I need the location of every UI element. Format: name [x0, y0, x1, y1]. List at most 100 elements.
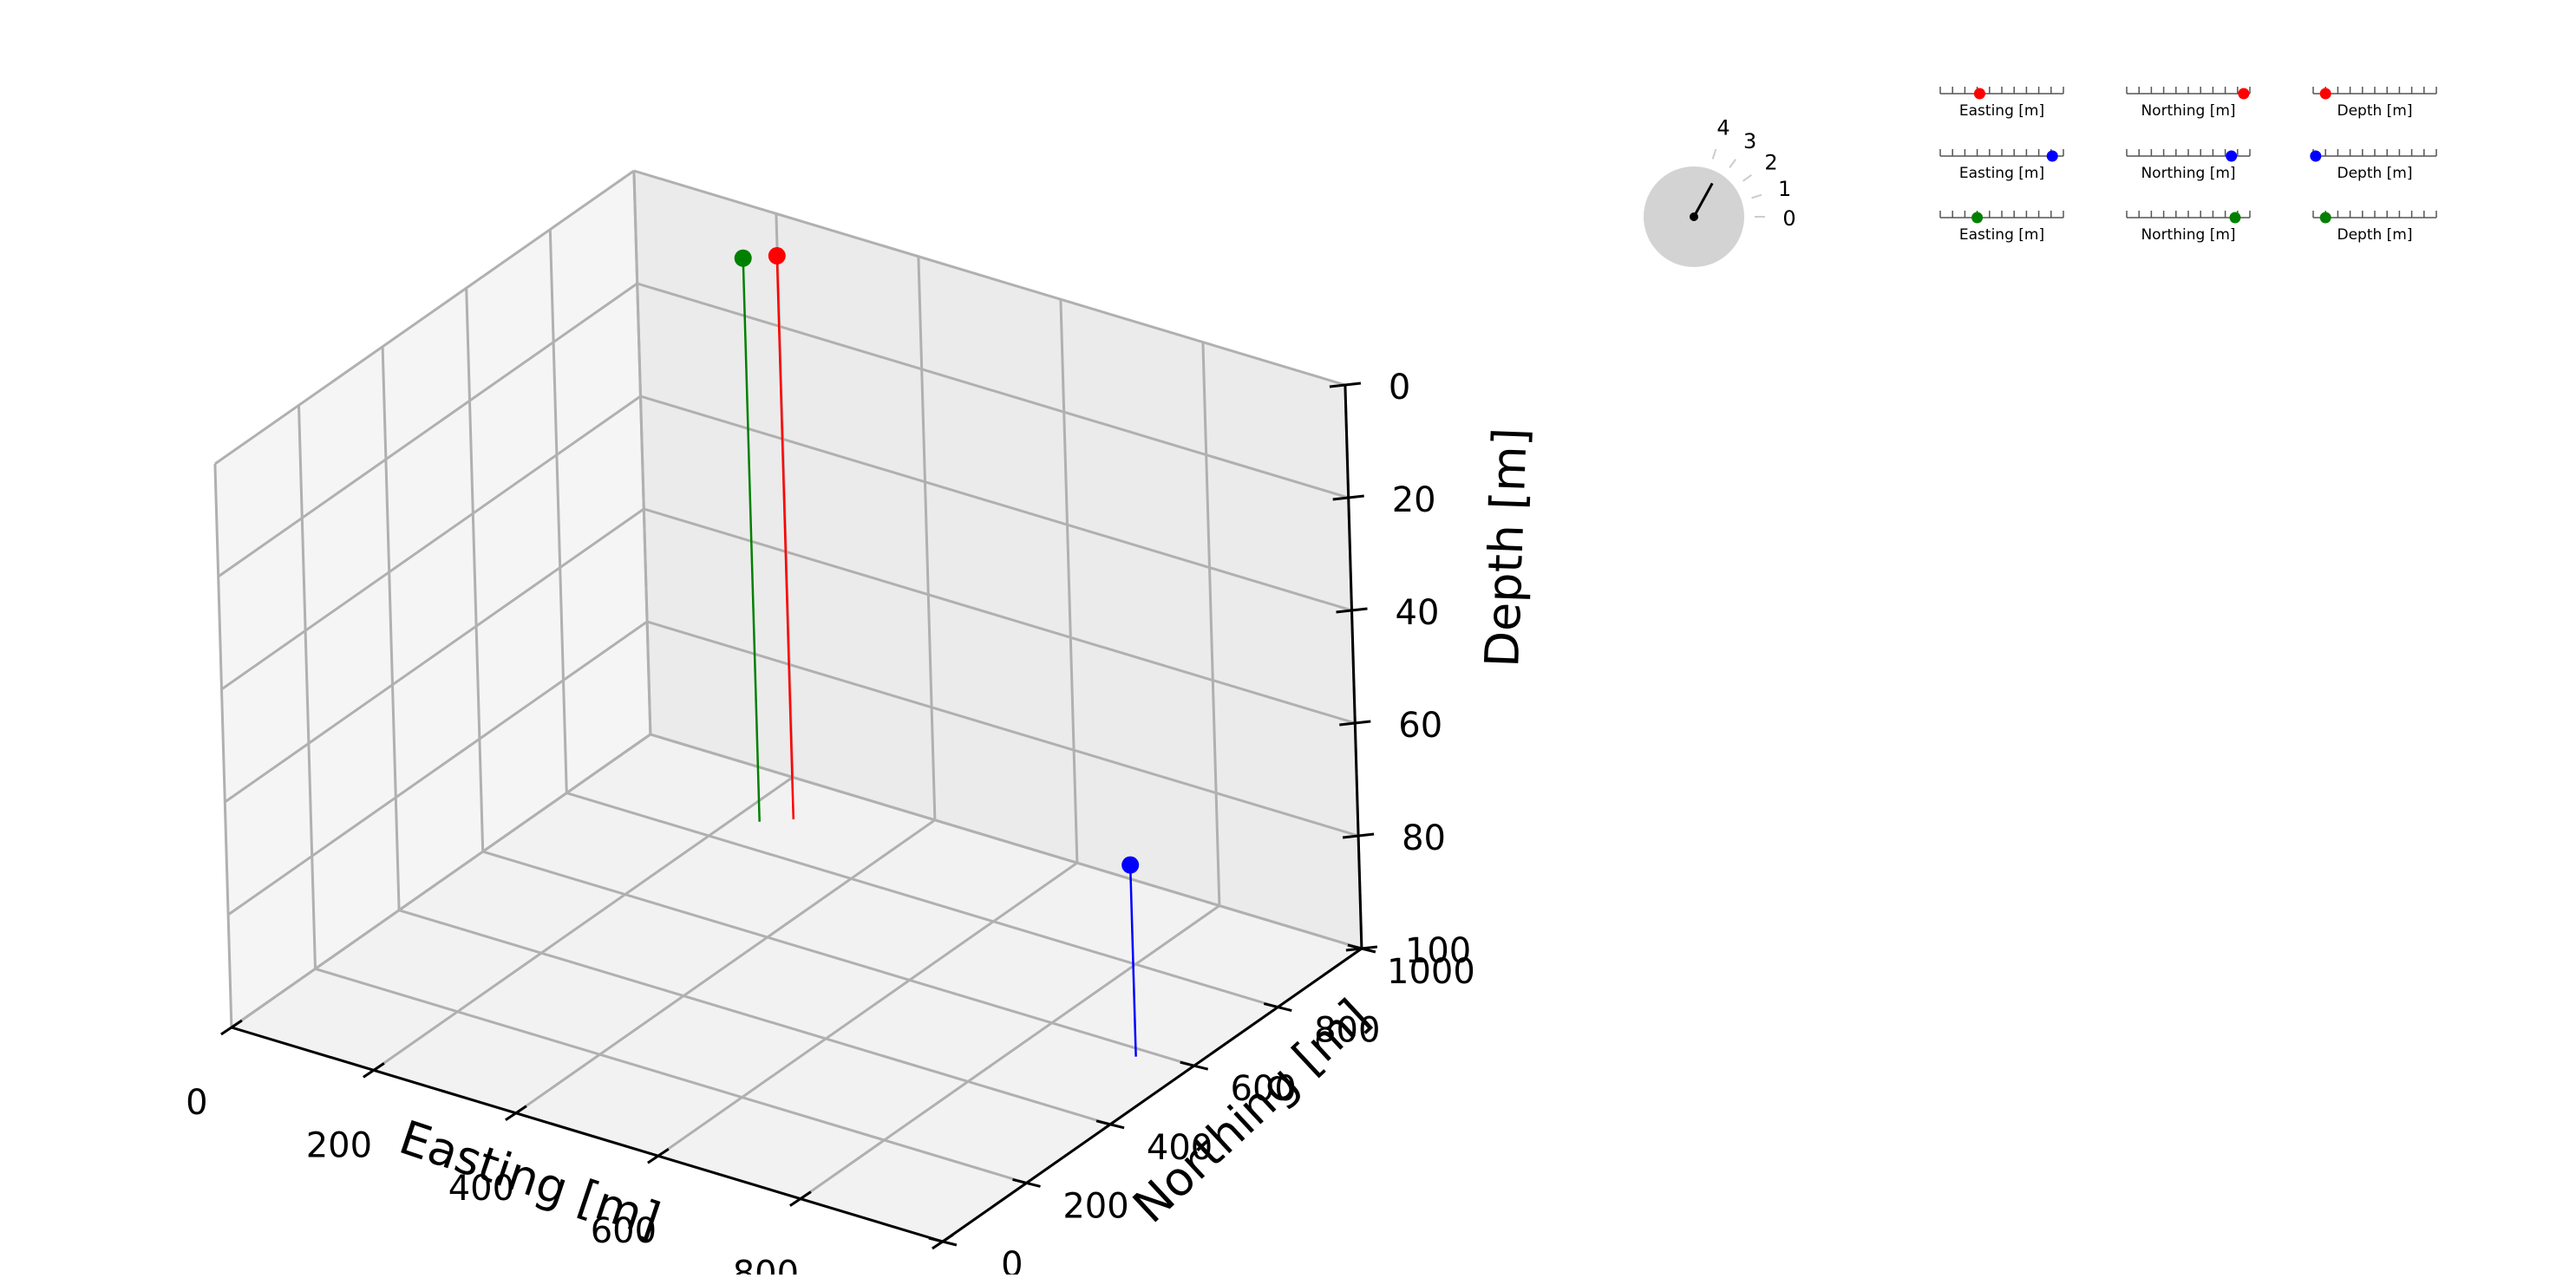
z-axis-line [1344, 384, 1363, 949]
grid-line [800, 904, 1220, 1200]
y-axis-line [942, 947, 1363, 1243]
data-point[interactable] [1121, 856, 1140, 874]
grid-line [566, 792, 1278, 1009]
slider-label: Depth [m] [2337, 102, 2412, 120]
drop-line [742, 258, 761, 822]
slider[interactable]: Depth [m] [2312, 87, 2437, 120]
grid-line [224, 507, 645, 804]
z-tick-label: 60 [1398, 706, 1442, 746]
z-tick [1336, 607, 1368, 614]
z-tick [1345, 945, 1378, 952]
slider-panel: Easting [m] Northing [m] Depth [m] Easting … [1939, 87, 2437, 244]
dial-tick [1742, 173, 1752, 182]
slider-handle[interactable] [2046, 150, 2058, 162]
x-axis-line [231, 1026, 944, 1243]
z-tick-label: 40 [1396, 593, 1440, 633]
dial-tick-label: 0 [1782, 206, 1795, 231]
slider[interactable]: Northing [m] [2126, 211, 2251, 244]
grid-line [315, 967, 1027, 1184]
x-tick-label: 400 [448, 1169, 514, 1209]
z-tick-label: 20 [1392, 480, 1436, 520]
z-tick-label: 80 [1402, 818, 1446, 858]
z-axis-label: Depth [m] [1474, 427, 1538, 668]
grid-line [398, 909, 1111, 1126]
slider-handle[interactable] [2310, 150, 2322, 162]
slider-handle[interactable] [2238, 88, 2250, 100]
y-tick-label: 400 [1147, 1128, 1213, 1168]
grid-line [217, 282, 638, 578]
grid-line [214, 169, 635, 466]
z-tick [1339, 720, 1371, 727]
grid-line [1201, 342, 1221, 906]
z-tick-label: 100 [1405, 931, 1471, 971]
grid-line [373, 776, 794, 1072]
z-tick [1329, 381, 1362, 388]
slider-handle[interactable] [2226, 150, 2238, 162]
drop-line [1128, 864, 1137, 1057]
y-tick-label: 1000 [1387, 952, 1475, 992]
slider[interactable]: Easting [m] [1939, 211, 2064, 244]
grid-line [381, 346, 401, 910]
grid-line [917, 256, 937, 820]
x-tick-label: 600 [591, 1211, 657, 1251]
slider-handle[interactable] [2229, 212, 2241, 224]
slider-label: Depth [m] [2337, 165, 2412, 182]
slider-label: Easting [m] [1959, 165, 2044, 182]
dial-tick-label: 1 [1778, 177, 1791, 201]
grid-line [637, 282, 1350, 499]
x-tick [363, 1062, 385, 1079]
grid-line [633, 169, 1346, 387]
slider-label: Easting [m] [1959, 102, 2044, 120]
drop-line [775, 255, 795, 820]
grid-line [227, 620, 648, 916]
slider-handle[interactable] [1973, 88, 1985, 100]
grid-line [632, 170, 652, 735]
grid-line [640, 394, 1352, 612]
grid-line [643, 507, 1356, 725]
data-point[interactable] [768, 247, 786, 265]
data-point[interactable] [734, 249, 752, 267]
y-tick [1012, 1177, 1041, 1188]
dial-tick-label: 3 [1743, 129, 1756, 153]
grid-line [220, 394, 642, 691]
grid-line [515, 818, 936, 1115]
y-tick [1180, 1060, 1209, 1071]
x-tick [647, 1147, 670, 1164]
slider[interactable]: Northing [m] [2126, 87, 2251, 120]
grid-line [548, 229, 568, 793]
z-tick [1342, 832, 1375, 839]
slider[interactable]: Depth [m] [2312, 211, 2437, 244]
slider[interactable]: Easting [m] [1939, 149, 2064, 182]
grid-line [650, 733, 1363, 950]
x-tick-label: 0 [186, 1083, 207, 1123]
slider[interactable]: Depth [m] [2310, 149, 2437, 182]
dial-pointer[interactable] [1692, 182, 1714, 218]
grid-lines [213, 169, 1363, 1243]
slider-label: Northing [m] [2141, 165, 2235, 182]
x-tick [789, 1190, 812, 1207]
slider-label: Easting [m] [1959, 226, 2044, 244]
x-tick [220, 1019, 243, 1036]
y-tick [1095, 1119, 1125, 1130]
x-tick [505, 1105, 527, 1122]
slider-handle[interactable] [2319, 88, 2331, 100]
slider[interactable]: Northing [m] [2126, 149, 2251, 182]
slider-handle[interactable] [1971, 212, 1984, 224]
slider[interactable]: Easting [m] [1939, 87, 2064, 120]
dial-tick-label: 2 [1764, 150, 1777, 174]
z-tick-label: 0 [1389, 368, 1410, 408]
dial-tick [1711, 148, 1717, 160]
grid-line [1059, 299, 1079, 864]
slider-handle[interactable] [2319, 212, 2331, 224]
data-marks [734, 247, 1140, 1057]
y-tick [928, 1236, 958, 1247]
dial-tick [1751, 193, 1762, 199]
x-tick-label: 200 [306, 1125, 372, 1165]
axis-panes [214, 170, 1363, 1242]
grid-line [657, 861, 1078, 1157]
slider-label: Northing [m] [2141, 102, 2235, 120]
axis-lines [231, 384, 1363, 1243]
